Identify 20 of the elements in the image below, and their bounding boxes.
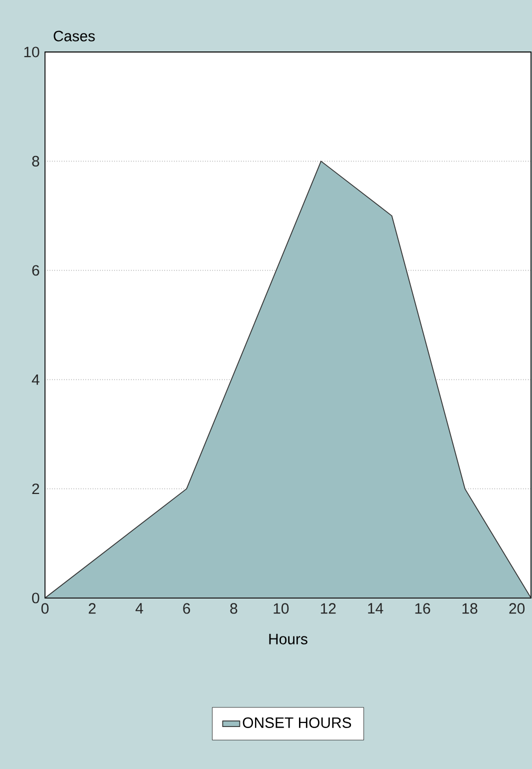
x-tick-label: 12 — [320, 603, 336, 614]
x-tick-label: 14 — [368, 603, 384, 614]
x-tick-label: 8 — [230, 603, 238, 614]
x-axis-title: Hours — [269, 634, 308, 644]
y-tick-label: 2 — [32, 484, 40, 494]
x-tick-label: 18 — [462, 603, 478, 614]
y-tick-label: 10 — [24, 46, 40, 58]
y-tick-label: 6 — [32, 265, 40, 276]
y-tick-label: 8 — [32, 156, 40, 166]
y-axis-title: Cases — [54, 30, 95, 42]
legend-label: ONSET HOURS — [242, 717, 352, 728]
x-tick-label: 16 — [415, 603, 430, 614]
y-tick-label: 4 — [32, 374, 40, 385]
x-tick-label: 4 — [136, 603, 144, 614]
x-tick-label: 10 — [274, 603, 289, 614]
x-tick-label: 0 — [41, 603, 49, 614]
x-tick-label: 20 — [509, 603, 525, 614]
x-tick-label: 6 — [183, 603, 190, 614]
y-tick-label: 0 — [32, 592, 40, 604]
x-tick-label: 2 — [88, 603, 96, 614]
